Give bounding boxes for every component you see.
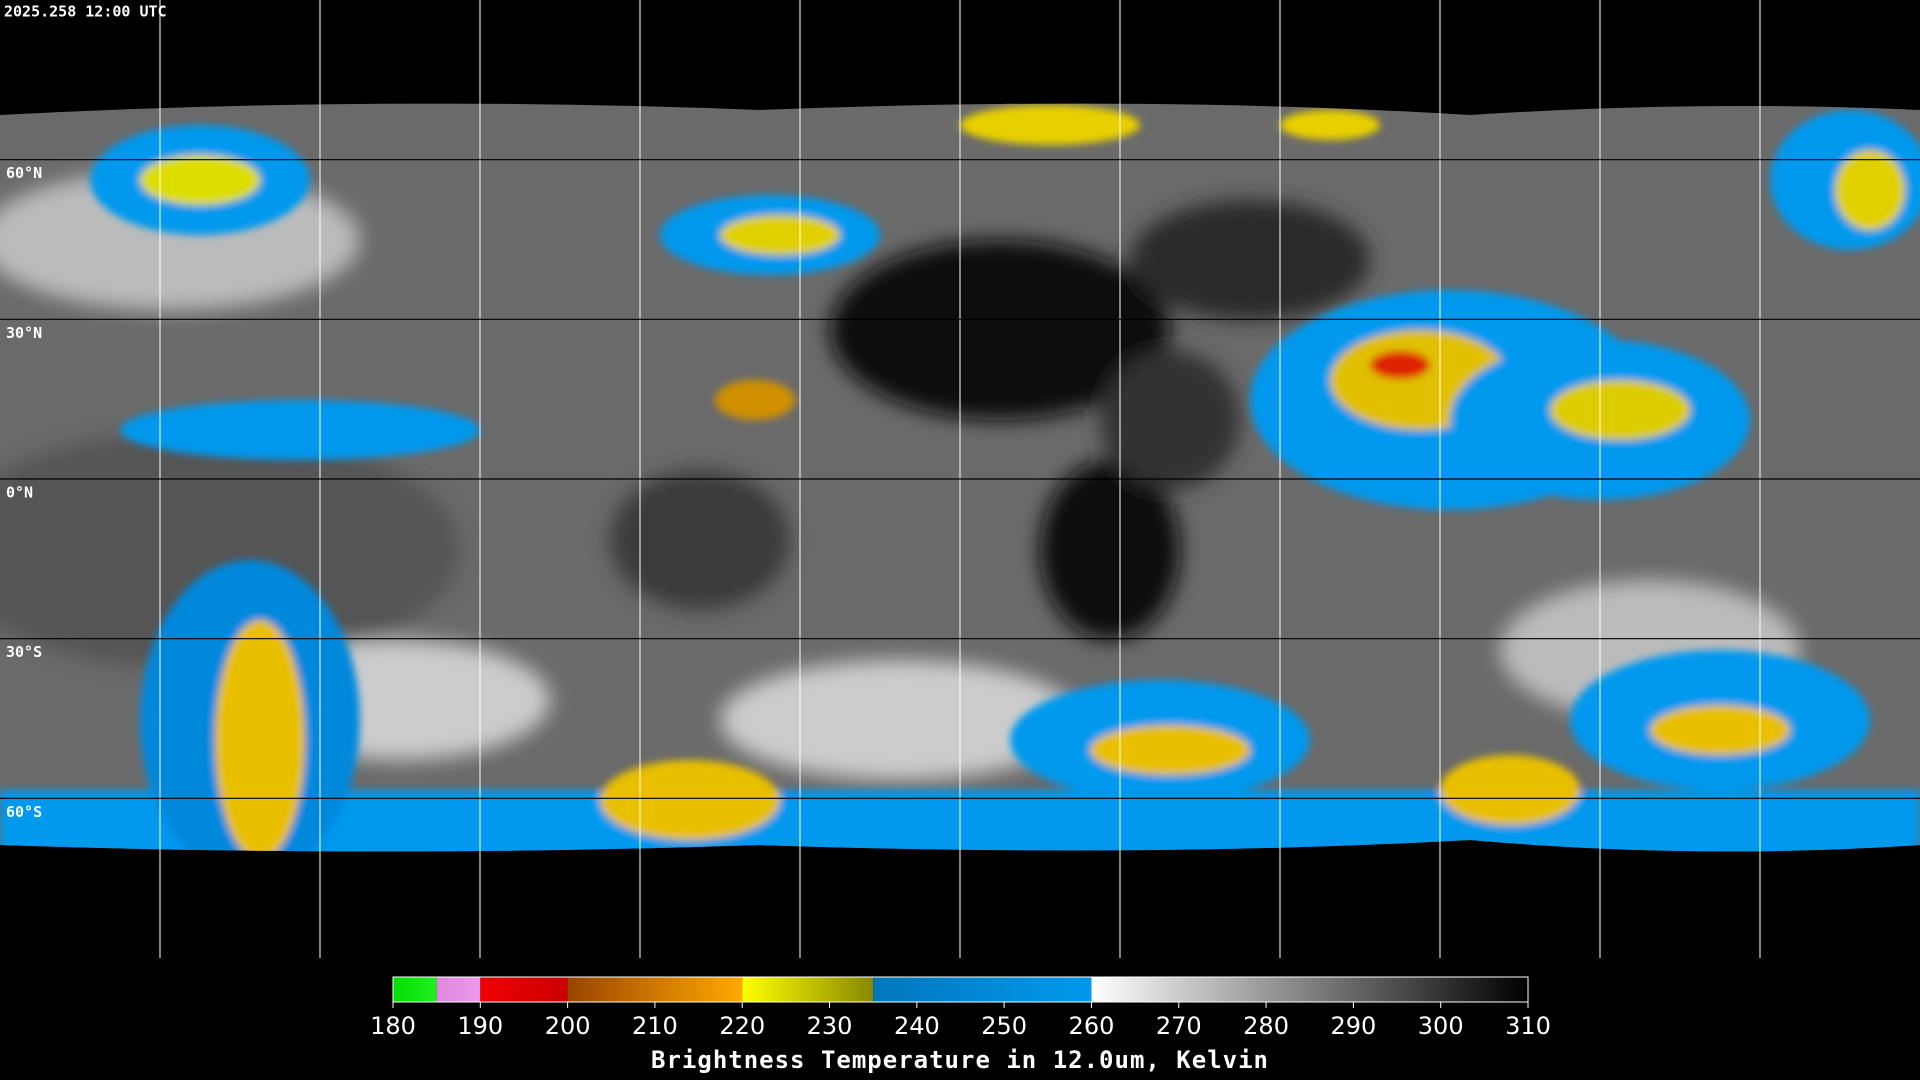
colorbar-tick-label: 290: [1330, 1012, 1376, 1040]
latitude-label: 60°N: [6, 164, 42, 182]
colorbar: 180 190 200 210 220 230 240 250 260 270 280 290 300 3…: [370, 976, 1551, 1040]
colorbar-segment: [1091, 977, 1528, 1002]
colorbar-tick-label: 250: [981, 1012, 1027, 1040]
colorbar-frame: [392, 976, 1529, 1003]
colorbar-tick-label: 210: [632, 1012, 678, 1040]
latitude-label: 30°S: [6, 643, 42, 661]
timestamp: 2025.258 12:00 UTC: [4, 3, 167, 21]
colorbar-tick-label: 180: [370, 1012, 416, 1040]
graticule: 60°N 30°N 0°N 30°S 60°S: [0, 0, 1920, 958]
colorbar-tick-label: 280: [1243, 1012, 1289, 1040]
latitude-label: 0°N: [6, 484, 33, 502]
colorbar-segment: [567, 977, 743, 1002]
colorbar-tick-label: 300: [1418, 1012, 1464, 1040]
latitude-label: 60°S: [6, 803, 42, 821]
colorbar-segment: [742, 977, 874, 1002]
latitude-label: 30°N: [6, 324, 42, 342]
colorbar-segment: [480, 977, 568, 1002]
colorbar-segment: [393, 977, 437, 1002]
colorbar-tick-label: 190: [457, 1012, 503, 1040]
colorbar-title: Brightness Temperature in 12.0um, Kelvin: [651, 1046, 1269, 1074]
colorbar-tick-label: 200: [545, 1012, 591, 1040]
colorbar-tick-label: 310: [1505, 1012, 1551, 1040]
colorbar-tick-label: 270: [1156, 1012, 1202, 1040]
colorbar-tick-label: 230: [807, 1012, 853, 1040]
colorbar-tick-label: 260: [1069, 1012, 1115, 1040]
colorbar-segment: [873, 977, 1092, 1002]
colorbar-segment: [436, 977, 481, 1002]
colorbar-tick-label: 240: [894, 1012, 940, 1040]
colorbar-tick-label: 220: [719, 1012, 765, 1040]
